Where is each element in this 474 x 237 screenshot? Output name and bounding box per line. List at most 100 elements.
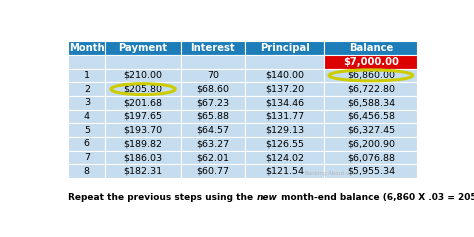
- Bar: [245, 96, 324, 110]
- Bar: [324, 82, 418, 96]
- Text: $5,955.34: $5,955.34: [347, 167, 395, 176]
- Bar: [324, 68, 418, 82]
- Text: $6,722.80: $6,722.80: [347, 85, 395, 94]
- Text: $193.70: $193.70: [124, 126, 163, 135]
- Text: $189.82: $189.82: [124, 139, 163, 148]
- Text: 7: 7: [84, 153, 90, 162]
- Bar: [245, 68, 324, 82]
- Bar: [68, 164, 105, 178]
- Text: $6,456.58: $6,456.58: [347, 112, 395, 121]
- Bar: [245, 164, 324, 178]
- Text: Repeat the previous steps using the: Repeat the previous steps using the: [68, 193, 257, 202]
- Text: $68.60: $68.60: [196, 85, 229, 94]
- Bar: [181, 68, 245, 82]
- Text: $129.13: $129.13: [265, 126, 304, 135]
- Bar: [105, 55, 181, 68]
- Text: $63.27: $63.27: [196, 139, 229, 148]
- Text: $64.57: $64.57: [196, 126, 229, 135]
- Bar: [181, 123, 245, 137]
- Bar: [105, 164, 181, 178]
- Bar: [181, 110, 245, 123]
- Text: $201.68: $201.68: [124, 98, 163, 107]
- Bar: [324, 123, 418, 137]
- Bar: [105, 151, 181, 164]
- Text: Interest: Interest: [191, 43, 235, 53]
- Text: $182.31: $182.31: [124, 167, 163, 176]
- Bar: [68, 96, 105, 110]
- Bar: [245, 151, 324, 164]
- Bar: [181, 82, 245, 96]
- Text: $126.55: $126.55: [265, 139, 304, 148]
- Bar: [245, 55, 324, 68]
- Bar: [68, 82, 105, 96]
- Bar: [324, 55, 418, 68]
- Text: 4: 4: [84, 112, 90, 121]
- Bar: [68, 123, 105, 137]
- Bar: [245, 137, 324, 151]
- Text: $6,860.00: $6,860.00: [347, 71, 395, 80]
- Bar: [105, 110, 181, 123]
- Bar: [245, 41, 324, 55]
- Bar: [324, 164, 418, 178]
- Bar: [324, 151, 418, 164]
- Text: $210.00: $210.00: [124, 71, 163, 80]
- Text: $60.77: $60.77: [196, 167, 229, 176]
- Text: $6,200.90: $6,200.90: [347, 139, 395, 148]
- Text: $124.02: $124.02: [265, 153, 304, 162]
- Text: $134.46: $134.46: [265, 98, 304, 107]
- Text: $140.00: $140.00: [265, 71, 304, 80]
- Text: Principal: Principal: [260, 43, 310, 53]
- Bar: [105, 96, 181, 110]
- Bar: [181, 151, 245, 164]
- Bar: [105, 68, 181, 82]
- Bar: [245, 110, 324, 123]
- Text: new: new: [257, 193, 278, 202]
- Bar: [68, 68, 105, 82]
- Bar: [68, 41, 105, 55]
- Text: $67.23: $67.23: [196, 98, 229, 107]
- Text: 70: 70: [207, 71, 219, 80]
- Text: month-end balance (6,860 X .03 = 205.80): month-end balance (6,860 X .03 = 205.80): [278, 193, 474, 202]
- Text: $6,588.34: $6,588.34: [347, 98, 395, 107]
- Text: $197.65: $197.65: [124, 112, 163, 121]
- Bar: [245, 82, 324, 96]
- Bar: [181, 55, 245, 68]
- Bar: [68, 137, 105, 151]
- Bar: [105, 123, 181, 137]
- Text: Banking.About.com: Banking.About.com: [304, 171, 358, 176]
- Bar: [324, 41, 418, 55]
- Text: $121.54: $121.54: [265, 167, 304, 176]
- Bar: [105, 41, 181, 55]
- Text: 5: 5: [84, 126, 90, 135]
- Bar: [181, 41, 245, 55]
- Text: $131.77: $131.77: [265, 112, 304, 121]
- Bar: [68, 151, 105, 164]
- Text: $186.03: $186.03: [124, 153, 163, 162]
- Text: $6,327.45: $6,327.45: [347, 126, 395, 135]
- Bar: [181, 164, 245, 178]
- Bar: [324, 110, 418, 123]
- Text: 8: 8: [84, 167, 90, 176]
- Text: 6: 6: [84, 139, 90, 148]
- Bar: [68, 110, 105, 123]
- Bar: [181, 137, 245, 151]
- Text: 2: 2: [84, 85, 90, 94]
- Text: Month: Month: [69, 43, 105, 53]
- Text: 1: 1: [84, 71, 90, 80]
- Text: $205.80: $205.80: [124, 85, 163, 94]
- Text: $62.01: $62.01: [196, 153, 229, 162]
- Bar: [105, 82, 181, 96]
- Text: $7,000.00: $7,000.00: [343, 57, 399, 67]
- Bar: [181, 96, 245, 110]
- Text: Balance: Balance: [349, 43, 393, 53]
- Text: $65.88: $65.88: [196, 112, 229, 121]
- Text: $137.20: $137.20: [265, 85, 304, 94]
- Bar: [105, 137, 181, 151]
- Bar: [324, 137, 418, 151]
- Bar: [245, 123, 324, 137]
- Bar: [68, 55, 105, 68]
- Text: 3: 3: [84, 98, 90, 107]
- Text: $6,076.88: $6,076.88: [347, 153, 395, 162]
- Bar: [324, 96, 418, 110]
- Text: Payment: Payment: [118, 43, 168, 53]
